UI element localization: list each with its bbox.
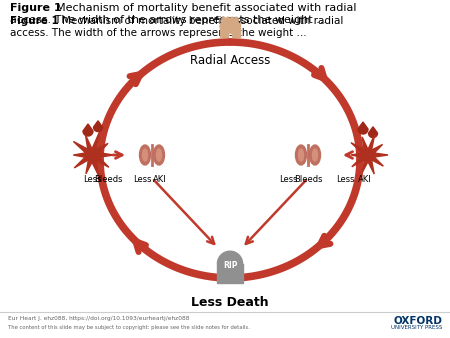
Polygon shape — [83, 124, 93, 136]
Text: Mechanism of mortality benefit associated with radial: Mechanism of mortality benefit associate… — [56, 3, 356, 13]
Text: Less Death: Less Death — [191, 296, 269, 309]
Text: access. The width of the arrows represents the weight ...: access. The width of the arrows represen… — [10, 15, 327, 25]
Wedge shape — [217, 251, 243, 264]
Text: Less: Less — [336, 175, 354, 184]
Ellipse shape — [140, 145, 150, 165]
Ellipse shape — [234, 17, 238, 23]
Text: Bleeds: Bleeds — [94, 175, 122, 184]
Polygon shape — [369, 127, 378, 138]
Text: Figure 1: Figure 1 — [10, 3, 66, 13]
Bar — [220, 23, 228, 38]
Text: Less: Less — [279, 175, 297, 184]
Text: OXFORD: OXFORD — [393, 316, 442, 326]
Text: Radial Access: Radial Access — [190, 54, 270, 67]
Polygon shape — [351, 134, 388, 174]
Ellipse shape — [298, 149, 303, 161]
Ellipse shape — [226, 17, 230, 23]
Text: RIP: RIP — [223, 261, 237, 270]
Ellipse shape — [230, 17, 234, 23]
Text: Mechanism of mortality benefit associated with radial: Mechanism of mortality benefit associate… — [62, 16, 343, 26]
Text: access. The width of the arrows represents the weight ...: access. The width of the arrows represen… — [10, 28, 306, 38]
Text: Eur Heart J. ehz088, https://doi.org/10.1093/eurheartj/ehz088: Eur Heart J. ehz088, https://doi.org/10.… — [8, 316, 189, 321]
Bar — [232, 23, 240, 38]
Ellipse shape — [157, 149, 162, 161]
Polygon shape — [73, 132, 114, 176]
Ellipse shape — [222, 17, 225, 23]
Text: Figure 1: Figure 1 — [10, 16, 63, 26]
Ellipse shape — [143, 149, 148, 161]
Ellipse shape — [312, 149, 318, 161]
Text: Bleeds: Bleeds — [294, 175, 322, 184]
Ellipse shape — [296, 145, 306, 165]
Text: UNIVERSITY PRESS: UNIVERSITY PRESS — [391, 325, 442, 330]
Ellipse shape — [220, 20, 240, 33]
Text: The content of this slide may be subject to copyright: please see the slide note: The content of this slide may be subject… — [8, 325, 250, 330]
Bar — [217, 264, 243, 283]
Text: AKI: AKI — [358, 175, 372, 184]
Ellipse shape — [153, 145, 165, 165]
Polygon shape — [358, 122, 368, 134]
Ellipse shape — [310, 145, 320, 165]
Polygon shape — [94, 121, 103, 131]
Text: Less: Less — [83, 175, 101, 184]
Text: AKI: AKI — [153, 175, 167, 184]
Text: Less: Less — [133, 175, 151, 184]
